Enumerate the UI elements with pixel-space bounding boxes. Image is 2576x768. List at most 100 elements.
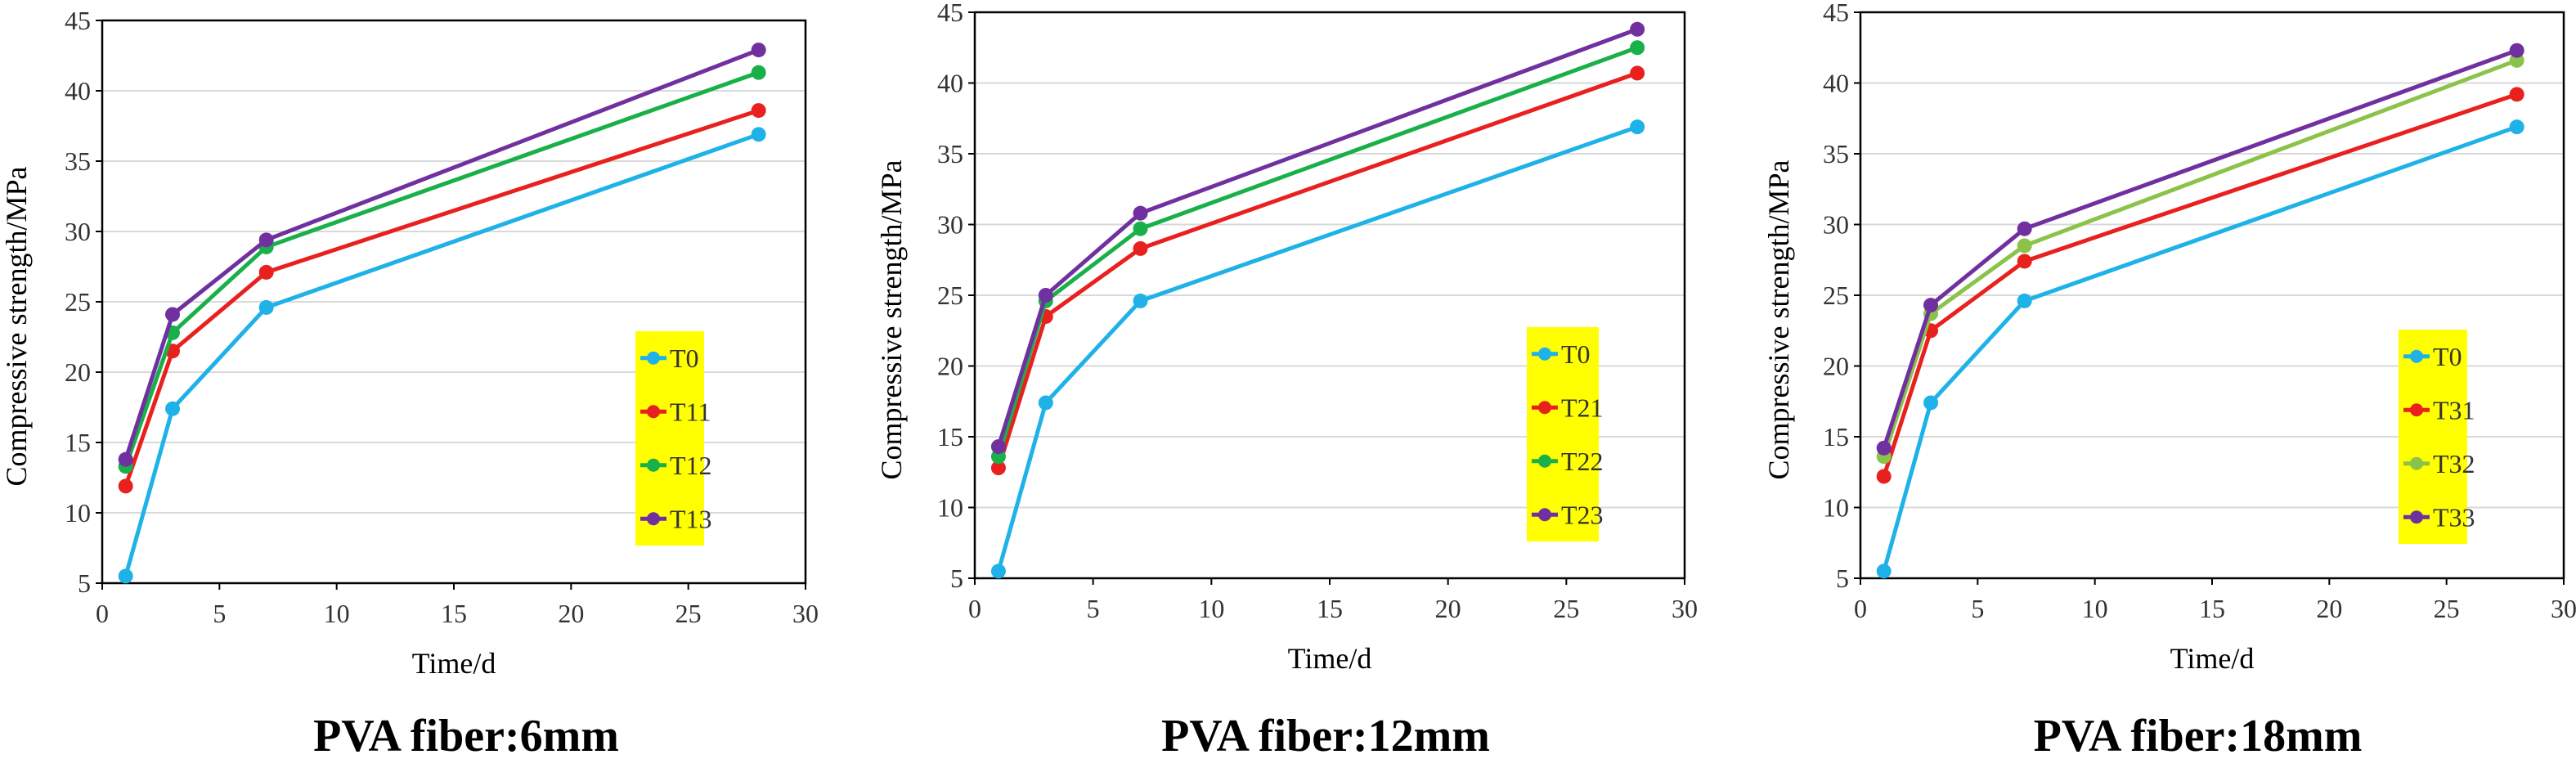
data-point (1133, 221, 1148, 236)
legend-swatch-marker (647, 405, 660, 419)
legend-label: T33 (2433, 502, 2475, 532)
x-tick-label: 10 (324, 599, 350, 628)
y-tick-label: 45 (1823, 0, 1849, 27)
data-point (1876, 440, 1892, 456)
legend-entry: T22 (1532, 447, 1604, 476)
legend-entry: T0 (2403, 342, 2462, 371)
data-point (258, 232, 274, 248)
y-axis: 5 10 15 20 25 30 35 40 45 (937, 0, 975, 593)
y-axis-label: Compressive strength/MPa (875, 159, 908, 479)
legend-label: T32 (2433, 449, 2475, 478)
x-tick-label: 25 (2434, 594, 2460, 623)
legend-entry: T0 (1532, 339, 1591, 369)
data-point (165, 307, 180, 322)
x-tick-label: 15 (1317, 594, 1343, 623)
y-tick-label: 25 (65, 287, 91, 317)
y-tick-label: 10 (65, 498, 91, 528)
data-point (118, 478, 133, 494)
legend-label: T0 (1561, 339, 1591, 369)
x-tick-label: 0 (1854, 594, 1867, 623)
x-tick-label: 30 (1672, 594, 1698, 623)
legend-label: T11 (670, 397, 711, 426)
legend-label: T12 (670, 451, 712, 480)
series-line (123, 70, 760, 468)
y-axis-label: Compressive strength/MPa (1762, 159, 1795, 479)
data-point (1133, 293, 1148, 308)
series-T0 (1876, 119, 2524, 579)
y-tick-label: 35 (1823, 139, 1849, 168)
data-point (2509, 87, 2524, 102)
series-line (1882, 92, 2518, 478)
data-point (1876, 564, 1892, 579)
legend-label: T0 (670, 344, 699, 373)
y-tick-label: 45 (65, 6, 91, 35)
data-point (990, 439, 1006, 455)
y-axis-label: Compressive strength/MPa (0, 166, 33, 486)
legend-label: T23 (1561, 500, 1604, 529)
data-point (1923, 298, 1938, 313)
data-point (1630, 21, 1645, 37)
legend-swatch-marker (647, 458, 660, 472)
y-tick-label: 30 (65, 217, 91, 246)
legend-swatch-marker (647, 512, 660, 526)
y-tick-label: 30 (1823, 210, 1849, 240)
series-T0 (990, 119, 1645, 579)
y-tick-label: 35 (937, 139, 963, 168)
y-axis: 5 10 15 20 25 30 35 40 45 (1823, 0, 1860, 593)
series-T23 (990, 21, 1645, 455)
data-point (1038, 395, 1053, 411)
y-tick-label: 15 (65, 428, 91, 457)
series-line (1882, 48, 2518, 449)
series-line (123, 132, 760, 577)
y-tick-label: 15 (937, 422, 963, 451)
series-line (1882, 124, 2518, 573)
legend-swatch-marker (2410, 510, 2423, 524)
data-point (751, 127, 766, 142)
legend-box (635, 331, 704, 546)
data-point (1630, 40, 1645, 56)
chart-panel-18mm: 5 10 15 20 25 30 35 40 45 0 5 10 15 20 25 30 Time/d Compr… (1762, 0, 2576, 768)
data-point (1038, 288, 1053, 303)
x-tick-label: 5 (1971, 594, 1984, 623)
legend-entry: T0 (640, 344, 699, 373)
y-tick-label: 20 (1823, 352, 1849, 381)
x-tick-label: 20 (1435, 594, 1461, 623)
x-tick-label: 25 (1553, 594, 1579, 623)
x-tick-label: 15 (2199, 594, 2225, 623)
x-tick-label: 10 (1198, 594, 1224, 623)
data-point (165, 401, 180, 416)
chart-title: PVA fiber:18mm (2033, 711, 2363, 761)
y-tick-label: 40 (65, 76, 91, 106)
series-line (996, 27, 1639, 447)
x-axis: 0 5 10 15 20 25 30 (96, 583, 819, 628)
series-line (123, 47, 760, 460)
y-tick-label: 15 (1823, 422, 1849, 451)
series-line (996, 124, 1638, 573)
series-line (123, 108, 760, 487)
data-point (2017, 221, 2032, 236)
series-T13 (118, 43, 766, 467)
y-tick-label: 5 (78, 568, 91, 598)
chart-title: PVA fiber:12mm (1161, 711, 1490, 761)
legend-entry: T32 (2403, 449, 2475, 478)
y-tick-label: 10 (1823, 493, 1849, 523)
legend-entry: T31 (2403, 395, 2475, 424)
legend-entry: T13 (640, 504, 712, 533)
legend-swatch-marker (2410, 456, 2423, 470)
data-point (1133, 240, 1148, 256)
series-line (996, 45, 1638, 457)
data-point (1630, 119, 1645, 135)
chart-title: PVA fiber:6mm (313, 711, 619, 761)
series-T31 (1876, 87, 2524, 484)
data-point (258, 264, 274, 280)
legend-box (1527, 327, 1599, 541)
data-point (1630, 65, 1645, 81)
y-tick-label: 40 (1823, 69, 1849, 98)
data-point (118, 568, 133, 584)
data-point (2509, 43, 2524, 58)
series-line (996, 71, 1638, 469)
y-tick-label: 5 (1836, 564, 1849, 593)
data-point (751, 103, 766, 119)
data-point (2017, 293, 2032, 308)
